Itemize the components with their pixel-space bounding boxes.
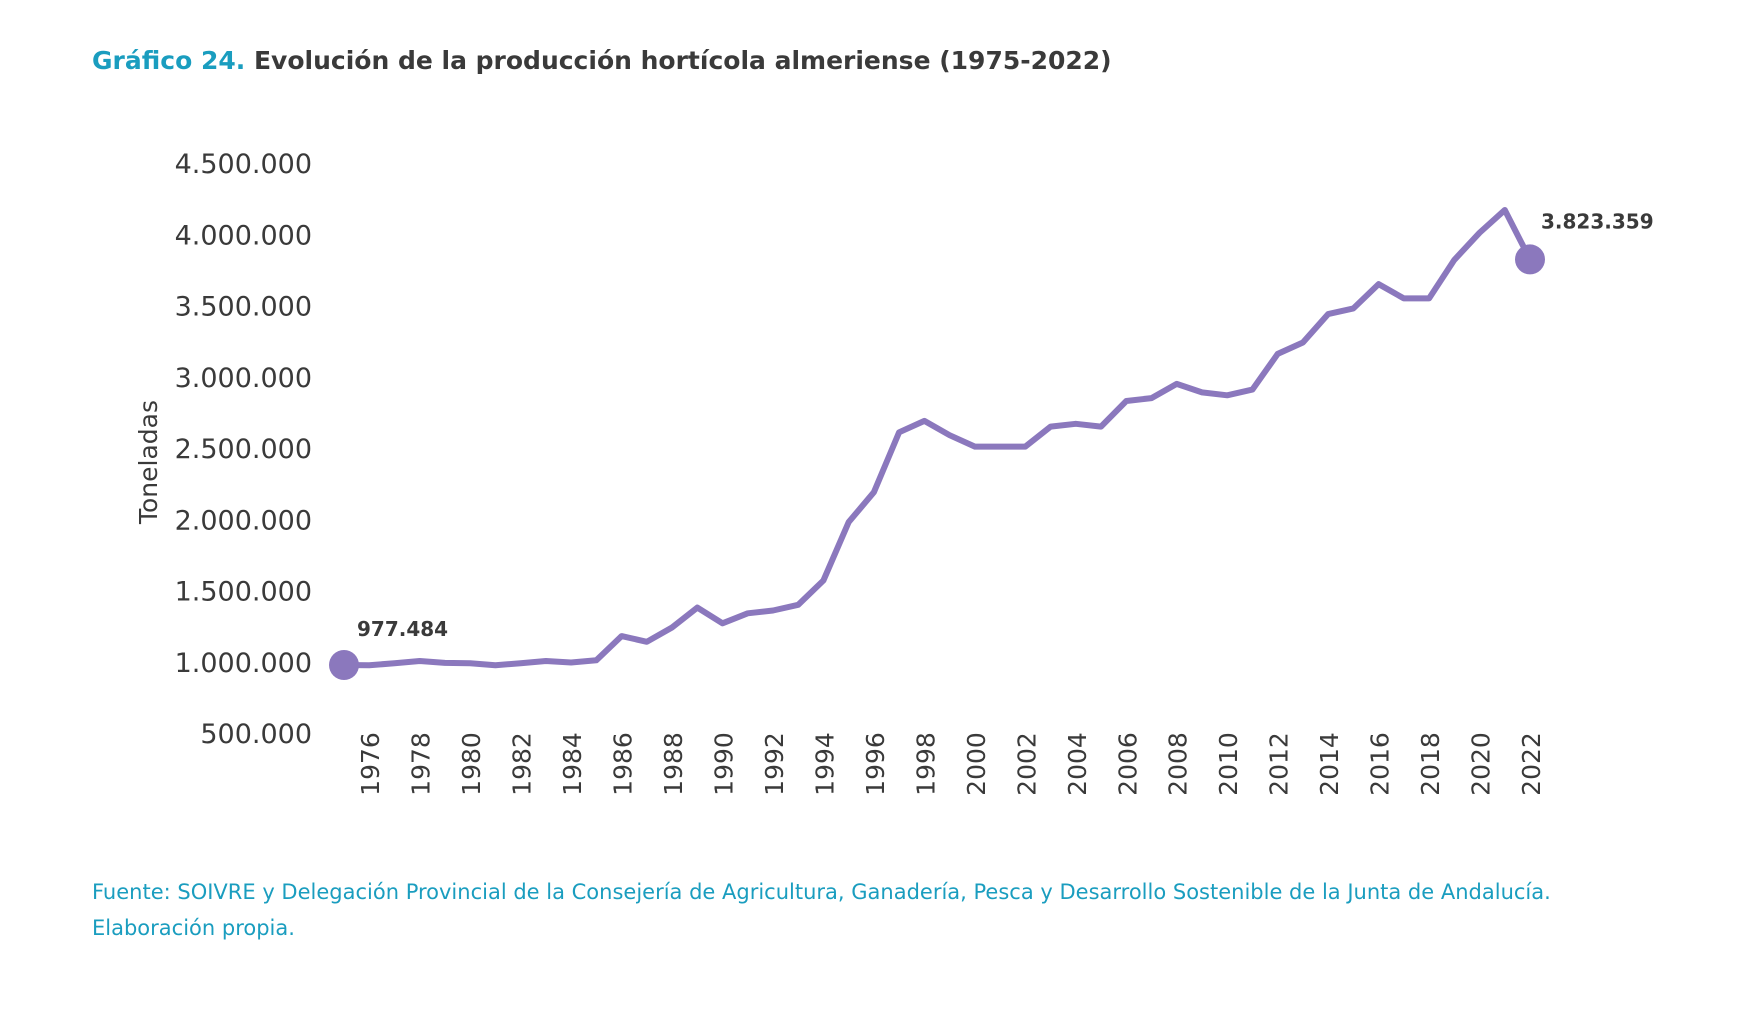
x-tick-label: 2000 <box>962 732 991 796</box>
source-note: Fuente: SOIVRE y Delegación Provincial d… <box>92 874 1551 946</box>
x-axis: 1976 1978 1980 1982 1984 1986 1988 1990 1992 1994… <box>356 732 1546 796</box>
x-tick-label: 2010 <box>1214 732 1243 796</box>
x-tick-label: 1984 <box>558 732 587 796</box>
x-tick-label: 1990 <box>710 732 739 796</box>
x-tick-label: 2018 <box>1416 732 1445 796</box>
y-tick-label: 2.500.000 <box>175 434 312 465</box>
x-tick-label: 1978 <box>407 732 436 796</box>
x-tick-label: 1992 <box>760 732 789 796</box>
y-axis: 500.000 1.000.000 1.500.000 2.000.000 2.500.… <box>175 149 312 750</box>
x-tick-label: 1994 <box>810 732 839 796</box>
x-tick-label: 2020 <box>1467 732 1496 796</box>
x-tick-label: 1976 <box>356 732 385 796</box>
chart-title-text: Evolución de la producción hortícola alm… <box>253 46 1112 75</box>
x-tick-label: 2006 <box>1113 732 1142 796</box>
chart-title: Gráfico 24. Evolución de la producción h… <box>92 46 1112 75</box>
y-tick-label: 2.000.000 <box>175 505 312 536</box>
line-chart: 500.000 1.000.000 1.500.000 2.000.000 2.500.… <box>134 149 1654 796</box>
y-tick-label: 3.000.000 <box>175 363 312 394</box>
x-tick-label: 1988 <box>659 732 688 796</box>
x-tick-label: 1986 <box>609 732 638 796</box>
x-tick-label: 2008 <box>1164 732 1193 796</box>
x-tick-label: 1998 <box>911 732 940 796</box>
y-tick-label: 1.000.000 <box>175 648 312 679</box>
y-axis-label: Toneladas <box>134 400 163 525</box>
x-tick-label: 2012 <box>1265 732 1294 796</box>
data-point-marker <box>329 649 359 680</box>
x-tick-label: 2002 <box>1012 732 1041 796</box>
data-label: 3.823.359 <box>1541 209 1654 233</box>
source-line-2: Elaboración propia. <box>92 916 295 940</box>
x-tick-label: 1980 <box>457 732 486 796</box>
y-tick-label: 1.500.000 <box>175 577 312 608</box>
y-tick-label: 4.500.000 <box>175 149 312 180</box>
x-tick-label: 1996 <box>861 732 890 796</box>
data-label: 977.484 <box>357 617 448 641</box>
source-line-1: Fuente: SOIVRE y Delegación Provincial d… <box>92 880 1551 904</box>
y-tick-label: 3.500.000 <box>175 292 312 323</box>
x-tick-label: 2014 <box>1315 732 1344 796</box>
data-point-marker <box>1515 244 1545 275</box>
chart-number: Gráfico 24. <box>92 46 246 75</box>
x-tick-label: 2022 <box>1517 732 1546 796</box>
data-markers: 977.484 3.823.359 <box>329 209 1654 680</box>
x-tick-label: 2016 <box>1366 732 1395 796</box>
x-tick-label: 2004 <box>1063 732 1092 796</box>
y-tick-label: 4.000.000 <box>175 220 312 251</box>
x-tick-label: 1982 <box>508 732 537 796</box>
series-line <box>341 207 1533 669</box>
y-tick-label: 500.000 <box>200 719 312 750</box>
